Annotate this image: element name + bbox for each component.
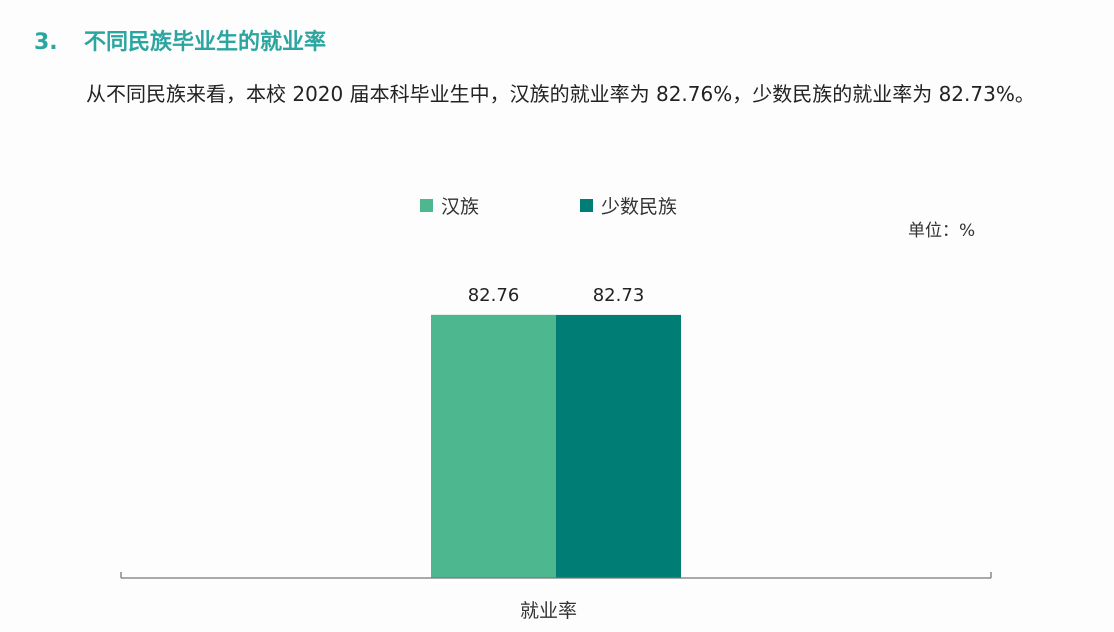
section-heading: 3. 不同民族毕业生的就业率 (34, 24, 326, 56)
legend-label-han: 汉族 (441, 196, 480, 218)
x-tick-label: 就业率 (520, 600, 578, 622)
legend-swatch-minority (580, 199, 593, 212)
unit-label: 单位：% (908, 221, 976, 241)
bar-minority (556, 314, 681, 578)
heading-title: 不同民族毕业生的就业率 (84, 30, 327, 55)
legend-item-minority: 少数民族 (580, 192, 677, 219)
body-paragraph: 从不同民族来看，本校 2020 届本科毕业生中，汉族的就业率为 82.76%，少… (86, 82, 1035, 106)
legend-swatch-han (420, 199, 433, 212)
legend-label-minority: 少数民族 (601, 196, 678, 218)
legend-item-han: 汉族 (420, 192, 479, 219)
heading-number: 3. (34, 30, 58, 55)
data-label-minority: 82.73 (593, 285, 645, 306)
data-label-han: 82.76 (468, 285, 520, 306)
bar-han (431, 314, 556, 578)
